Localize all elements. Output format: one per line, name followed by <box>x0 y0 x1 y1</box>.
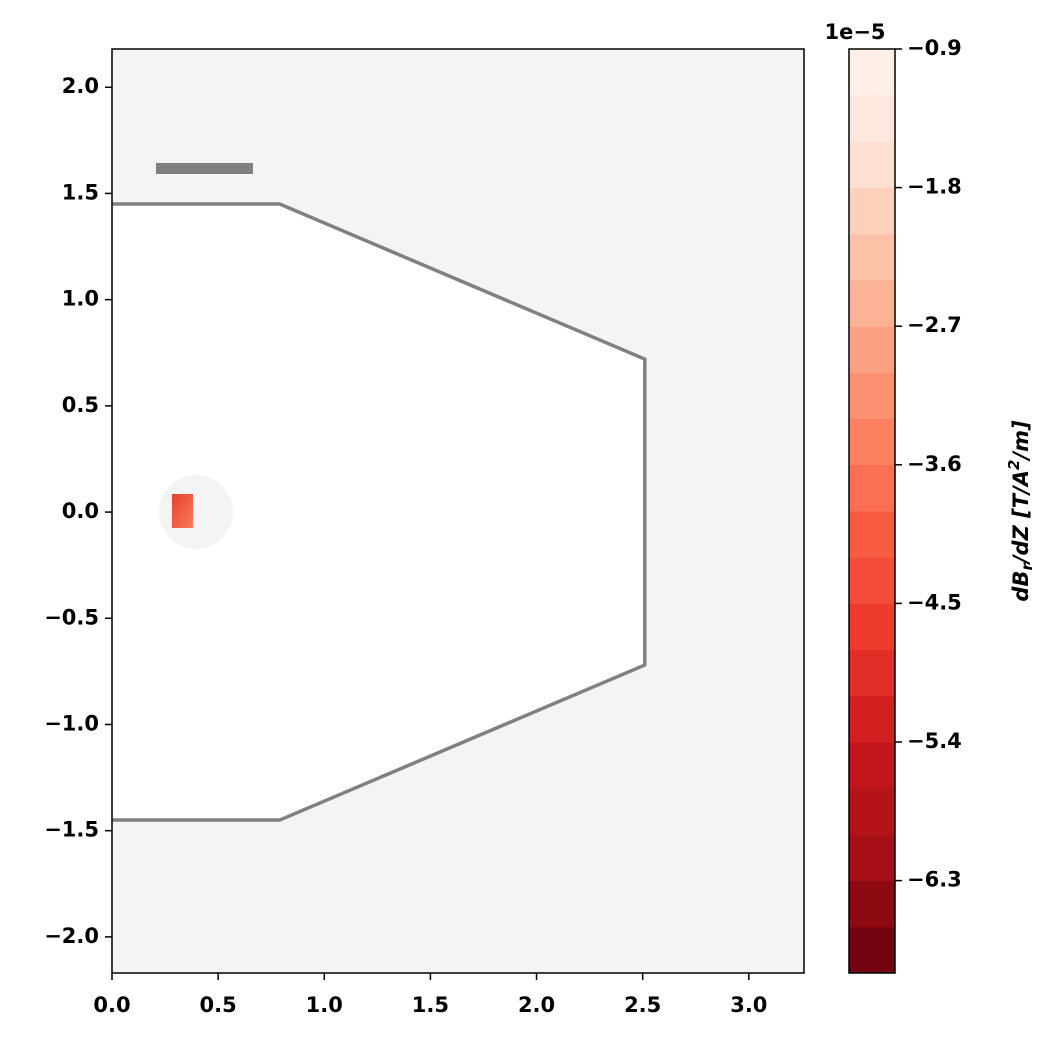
x-tick-label: 2.0 <box>518 993 555 1017</box>
colorbar-band <box>849 695 895 743</box>
y-tick-label: 2.0 <box>62 74 99 98</box>
x-tick-label: 0.0 <box>93 993 130 1017</box>
colorbar-band <box>849 326 895 373</box>
colorbar-label: dBr/dZ [T/A2/m] <box>1005 420 1036 602</box>
colorbar-band <box>849 742 895 789</box>
colorbar-band <box>849 141 895 189</box>
colorbar-tick-label: −6.3 <box>907 868 962 892</box>
x-tick-label: 2.5 <box>624 993 661 1017</box>
colorbar-band <box>849 280 895 327</box>
label-part: dB <box>1009 571 1033 602</box>
x-tick-label: 3.0 <box>730 993 767 1017</box>
y-tick-label: 1.5 <box>62 180 99 204</box>
colorbar-frame <box>848 48 896 974</box>
colorbar-band <box>849 49 895 96</box>
y-tick-label: 0.5 <box>62 393 99 417</box>
y-tick-label: −0.5 <box>44 605 99 629</box>
colorbar-band <box>849 95 895 142</box>
y-tick-label: −1.5 <box>44 818 99 842</box>
colorbar-tick-label: −5.4 <box>907 729 962 753</box>
colorbar-offset: 1e−5 <box>824 20 885 44</box>
probe-region <box>159 475 233 549</box>
colorbar-band <box>849 187 895 235</box>
colorbar-tick-label: −4.5 <box>907 590 962 614</box>
colorbar-band <box>849 464 895 512</box>
colorbar-band <box>849 372 895 420</box>
colorbar-band <box>849 834 895 882</box>
label-sup: 2 <box>1005 460 1023 470</box>
y-tick-label: −2.0 <box>44 924 99 948</box>
colorbar-tick-label: −1.8 <box>907 175 962 199</box>
coil <box>156 163 253 174</box>
y-tick-label: 1.0 <box>62 287 99 311</box>
label-part: /dZ [T/A <box>1009 470 1033 566</box>
colorbar-tick-label: −3.6 <box>907 452 962 476</box>
y-tick-label: 0.0 <box>62 499 99 523</box>
colorbar-band <box>849 880 895 928</box>
colorbar-band <box>849 511 895 558</box>
label-sub: r <box>1018 562 1036 571</box>
colorbar-band <box>849 926 895 974</box>
colorbar-band <box>849 603 895 651</box>
colorbar-band <box>849 557 895 604</box>
colorbar-band <box>849 649 895 697</box>
colorbar-band <box>849 788 895 835</box>
x-tick-label: 1.0 <box>306 993 343 1017</box>
label-part: /m] <box>1009 420 1033 463</box>
colorbar-band <box>849 418 895 466</box>
plot-frame <box>111 48 805 974</box>
colorbar-tick-label: −0.9 <box>907 36 962 60</box>
colorbar-band <box>849 233 895 281</box>
y-tick-label: −1.0 <box>44 711 99 735</box>
x-tick-label: 1.5 <box>412 993 449 1017</box>
x-tick-label: 0.5 <box>200 993 237 1017</box>
field-patch <box>172 494 193 528</box>
colorbar-tick-label: −2.7 <box>907 313 962 337</box>
wall <box>112 202 647 822</box>
